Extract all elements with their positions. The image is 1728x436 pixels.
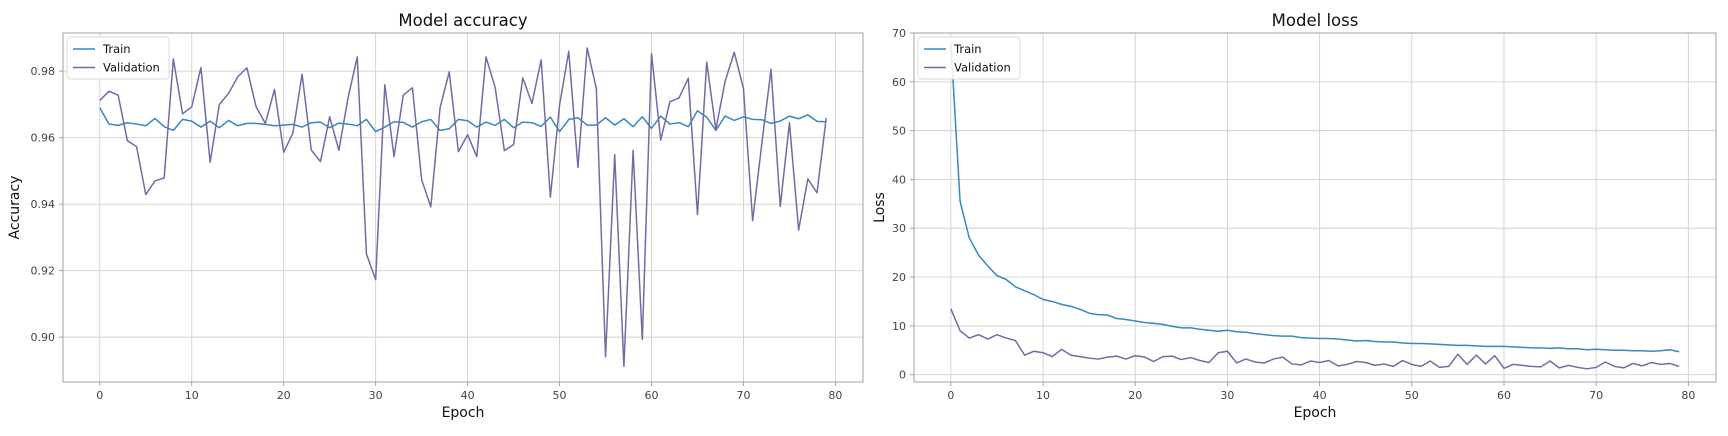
chart-title: Model loss [1272,11,1359,30]
y-tick-label: 0.96 [31,132,56,145]
x-tick-label: 70 [736,389,750,402]
x-tick-label: 40 [1313,389,1327,402]
y-axis-label: Accuracy [7,176,23,240]
x-tick-label: 20 [1128,389,1142,402]
plot-frame [62,32,864,383]
y-tick-label: 0.98 [31,65,56,78]
x-tick-label: 50 [1405,389,1419,402]
x-tick-label: 60 [645,389,659,402]
y-tick-label: 20 [892,271,906,284]
legend-box [66,36,170,80]
y-tick-label: 0.94 [31,198,56,211]
y-tick-label: 0.90 [31,331,56,344]
legend: Train Validation [917,36,1021,80]
y-axis-label: Loss [872,192,888,223]
x-tick-label: 80 [828,389,842,402]
y-tick-label: 30 [892,222,906,235]
x-tick-label: 60 [1497,389,1511,402]
x-tick-label: 40 [461,389,475,402]
chart-title: Model accuracy [398,11,527,30]
x-tick-label: 30 [369,389,383,402]
x-tick-label: 10 [1036,389,1050,402]
chart-panel-loss: 0 10 20 30 40 50 60 70 80 0 10 20 30 40 50 60 70 Model lo… [872,11,1717,421]
x-tick-label: 70 [1589,389,1603,402]
y-tick-label: 60 [892,76,906,89]
x-tick-label: 30 [1220,389,1234,402]
chart-panel-accuracy: 0 10 20 30 40 50 60 70 80 0.90 0.92 0.94 0.96 0.98 Mod… [7,11,864,421]
x-axis-label: Epoch [1294,405,1337,421]
series-line-train [950,42,1680,353]
y-tick-label: 70 [892,27,906,40]
y-tick-label: 10 [892,320,906,333]
legend-label-train: Train [953,42,982,56]
series-line-validation [99,47,827,368]
y-tick-label: 40 [892,173,906,186]
x-tick-label: 20 [277,389,291,402]
y-tick-label: 0.92 [31,265,56,278]
x-tick-label: 10 [185,389,199,402]
legend: Train Validation [66,36,170,80]
legend-label-train: Train [102,42,131,56]
legend-label-validation: Validation [103,61,160,75]
x-tick-label: 50 [553,389,567,402]
x-tick-label: 0 [947,389,954,402]
y-tick-label: 0 [899,369,906,382]
legend-box [917,36,1021,80]
x-tick-label: 0 [96,389,103,402]
series-line-validation [950,308,1680,370]
legend-label-validation: Validation [954,61,1011,75]
plot-frame [913,32,1717,383]
x-tick-label: 80 [1681,389,1695,402]
series-line-train [99,107,827,133]
x-axis-label: Epoch [442,405,485,421]
y-tick-label: 50 [892,125,906,138]
